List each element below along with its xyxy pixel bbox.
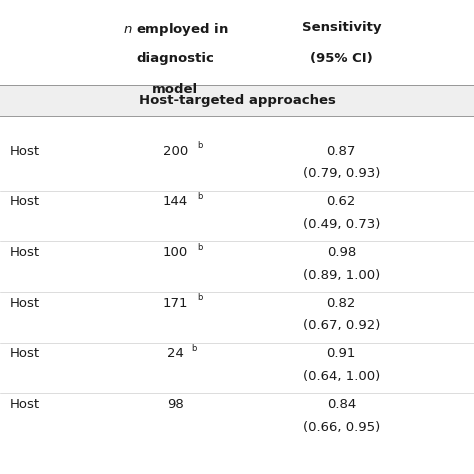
Text: (0.66, 0.95): (0.66, 0.95) bbox=[303, 421, 380, 434]
Text: 144: 144 bbox=[163, 195, 188, 208]
Text: b: b bbox=[198, 243, 203, 252]
Text: Host: Host bbox=[9, 398, 40, 411]
Text: Host: Host bbox=[9, 195, 40, 208]
Text: 0.98: 0.98 bbox=[327, 246, 356, 259]
Text: Host: Host bbox=[9, 246, 40, 259]
Text: 0.87: 0.87 bbox=[327, 145, 356, 157]
Text: Host: Host bbox=[9, 347, 40, 360]
Text: (0.89, 1.00): (0.89, 1.00) bbox=[303, 269, 380, 282]
Text: b: b bbox=[198, 141, 203, 150]
Text: 0.91: 0.91 bbox=[327, 347, 356, 360]
Text: 0.84: 0.84 bbox=[327, 398, 356, 411]
Text: (95% CI): (95% CI) bbox=[310, 52, 373, 65]
Text: b: b bbox=[198, 293, 203, 302]
Text: (0.49, 0.73): (0.49, 0.73) bbox=[302, 218, 380, 231]
Text: 0.82: 0.82 bbox=[327, 297, 356, 310]
Text: $\it{n}$ employed in: $\it{n}$ employed in bbox=[123, 21, 228, 38]
Text: 98: 98 bbox=[167, 398, 184, 411]
Text: (0.67, 0.92): (0.67, 0.92) bbox=[302, 319, 380, 332]
Text: 171: 171 bbox=[163, 297, 188, 310]
Text: 100: 100 bbox=[163, 246, 188, 259]
Text: model: model bbox=[152, 83, 199, 96]
Text: b: b bbox=[191, 344, 196, 353]
Text: Host: Host bbox=[9, 145, 40, 157]
Text: (0.79, 0.93): (0.79, 0.93) bbox=[302, 167, 380, 180]
Text: Host-targeted approaches: Host-targeted approaches bbox=[138, 94, 336, 107]
Text: diagnostic: diagnostic bbox=[137, 52, 214, 65]
Bar bbox=[0, 85, 474, 116]
Text: 0.62: 0.62 bbox=[327, 195, 356, 208]
Text: 200: 200 bbox=[163, 145, 188, 157]
Text: 24: 24 bbox=[167, 347, 184, 360]
Text: Sensitivity: Sensitivity bbox=[301, 21, 381, 34]
Text: b: b bbox=[198, 192, 203, 201]
Text: Host: Host bbox=[9, 297, 40, 310]
Text: (0.64, 1.00): (0.64, 1.00) bbox=[303, 370, 380, 383]
